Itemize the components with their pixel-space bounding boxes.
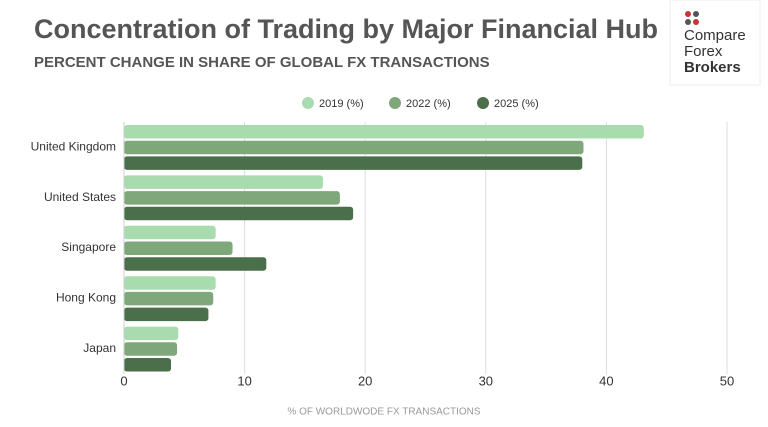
- legend-label: 2019 (%): [319, 98, 364, 110]
- bar: [124, 225, 216, 240]
- bar: [124, 125, 644, 139]
- y-tick-label: United States: [44, 190, 116, 204]
- logo-icon: [685, 19, 691, 25]
- logo-text: Brokers: [684, 59, 741, 76]
- y-tick-label: Hong Kong: [56, 291, 116, 305]
- x-tick-label: 10: [237, 373, 251, 388]
- logo-icon: [693, 11, 699, 17]
- x-axis-label: % OF WORLDWODE FX TRANSACTIONS: [287, 407, 480, 418]
- chart-subtitle: PERCENT CHANGE IN SHARE OF GLOBAL FX TRA…: [34, 54, 490, 71]
- logo-icon: [685, 11, 691, 17]
- bar: [124, 241, 233, 255]
- logo-text: Compare: [684, 27, 746, 44]
- bar: [124, 191, 340, 205]
- logo-box: [669, 0, 761, 86]
- logo-icon: [693, 19, 699, 25]
- bar: [124, 276, 216, 290]
- x-tick-label: 30: [479, 373, 493, 388]
- bar: [124, 358, 172, 372]
- bar: [124, 175, 323, 189]
- legend-swatch: [389, 97, 401, 109]
- bar: [124, 257, 267, 271]
- bar: [124, 326, 179, 341]
- y-tick-label: United Kingdom: [31, 139, 116, 153]
- x-tick-label: 0: [120, 373, 127, 388]
- legend-label: 2022 (%): [406, 98, 451, 110]
- bar: [124, 156, 583, 170]
- x-tick-label: 50: [720, 373, 734, 388]
- bar: [124, 342, 178, 356]
- x-tick-label: 20: [358, 373, 372, 388]
- legend-label: 2025 (%): [494, 98, 539, 110]
- logo-text: Forex: [684, 43, 723, 60]
- x-tick-label: 40: [599, 373, 613, 388]
- bar: [124, 291, 214, 306]
- chart-title: Concentration of Trading by Major Financ…: [34, 14, 658, 44]
- bar: [124, 307, 209, 322]
- y-tick-label: Japan: [83, 341, 116, 355]
- bar: [124, 206, 354, 221]
- legend-swatch: [302, 97, 314, 109]
- y-tick-label: Singapore: [61, 240, 116, 254]
- logo: Compare Forex Brokers: [669, 0, 761, 86]
- bar: [124, 140, 584, 155]
- legend-swatch: [477, 97, 489, 109]
